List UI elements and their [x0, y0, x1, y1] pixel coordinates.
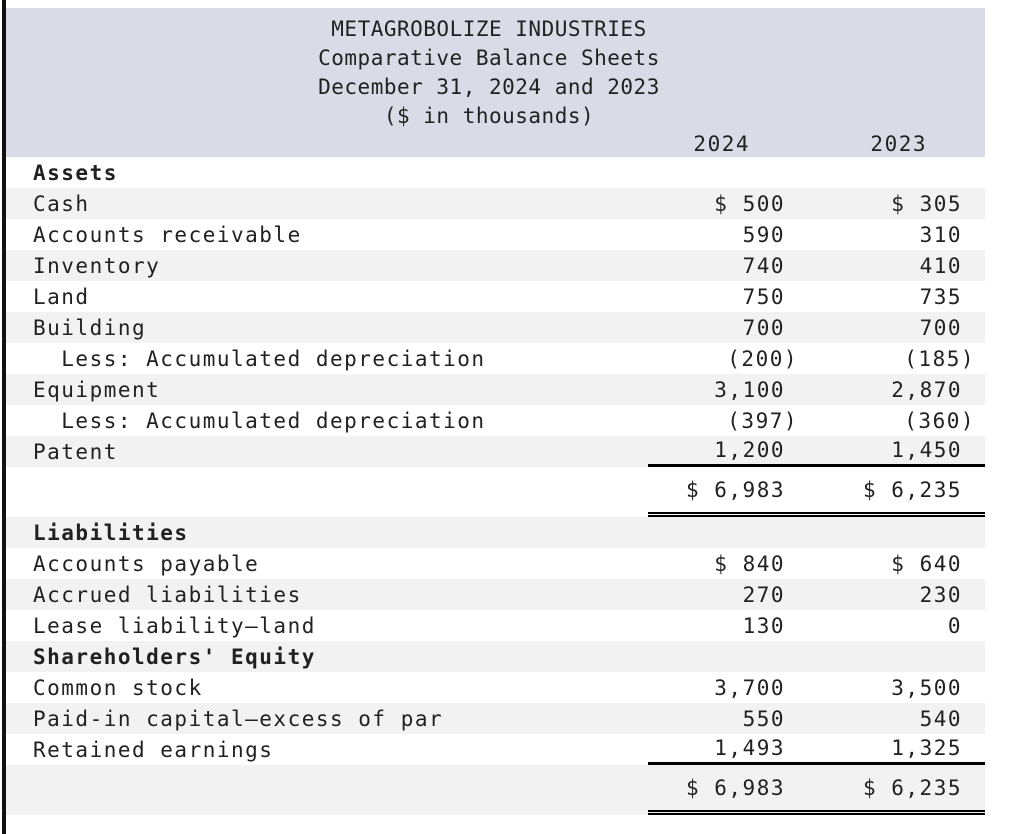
value-2024: $ 840 — [714, 551, 785, 576]
value-2023: 2,870 — [891, 377, 962, 402]
column-header-2023: 2023 — [870, 132, 927, 156]
table-row: Shareholders' Equity — [6, 641, 985, 672]
table-row: Lease liability—land 130 0 — [6, 610, 985, 641]
balance-sheet: METAGROBOLIZE INDUSTRIES Comparative Bal… — [6, 0, 985, 815]
value-2024: 3,100 — [714, 377, 785, 402]
value-2024 — [648, 517, 808, 548]
value-2024: 740 — [742, 253, 785, 278]
row-label — [6, 765, 648, 815]
value-2023: 310 — [919, 222, 962, 247]
table-row: Accounts payable $ 840 $ 640 — [6, 548, 985, 579]
row-label: Inventory — [33, 253, 161, 278]
value-2023: $ 305 — [891, 191, 962, 216]
value-2024: $ 500 — [714, 191, 785, 216]
row-label: Equipment — [33, 377, 161, 402]
table-left-border — [2, 0, 6, 834]
value-2024: $ 6,983 — [648, 467, 808, 517]
column-header-spacer — [6, 133, 648, 155]
value-2024: 700 — [742, 315, 785, 340]
column-header-2024: 2024 — [693, 132, 750, 156]
table-row: $ 6,983 $ 6,235 — [6, 467, 985, 517]
row-label: Accrued liabilities — [33, 582, 302, 607]
value-2024: 270 — [742, 582, 785, 607]
row-label: Cash — [33, 191, 90, 216]
company-name: METAGROBOLIZE INDUSTRIES — [331, 17, 647, 41]
value-2023: 700 — [919, 315, 962, 340]
row-label: Patent — [33, 439, 118, 464]
value-2023: 1,450 — [808, 436, 985, 467]
value-2023 — [808, 517, 985, 548]
table-row: $ 6,983 $ 6,235 — [6, 765, 985, 815]
column-headers: 2024 2023 — [6, 133, 985, 155]
value-2023: 735 — [919, 284, 962, 309]
table-row: Equipment 3,100 2,870 — [6, 374, 985, 405]
value-2024: 550 — [742, 706, 785, 731]
value-2024: 3,700 — [714, 675, 785, 700]
table-row: Inventory 740 410 — [6, 250, 985, 281]
row-label: Shareholders' Equity — [33, 644, 316, 669]
value-2023: $ 640 — [891, 551, 962, 576]
table-row: Cash $ 500 $ 305 — [6, 188, 985, 219]
value-2024: (397) — [727, 408, 798, 433]
statement-header: METAGROBOLIZE INDUSTRIES Comparative Bal… — [6, 8, 985, 157]
table-row: Patent 1,200 1,450 — [6, 436, 985, 467]
value-2023: (185) — [904, 346, 975, 371]
value-2023: 3,500 — [891, 675, 962, 700]
row-label: Accounts receivable — [33, 222, 302, 247]
statement-title: Comparative Balance Sheets — [318, 46, 660, 70]
table-row: Common stock 3,700 3,500 — [6, 672, 985, 703]
value-2024: 590 — [742, 222, 785, 247]
row-label: Accounts payable — [33, 551, 260, 576]
table-row: Retained earnings 1,493 1,325 — [6, 734, 985, 765]
value-2024: $ 6,983 — [648, 765, 808, 815]
row-label: Retained earnings — [33, 737, 274, 762]
table-row: Accrued liabilities 270 230 — [6, 579, 985, 610]
table-row: Less: Accumulated depreciation (397) (360) — [6, 405, 985, 436]
row-label: Lease liability—land — [33, 613, 316, 638]
table-row: Less: Accumulated depreciation (200) (185) — [6, 343, 985, 374]
units-note: ($ in thousands) — [383, 104, 595, 128]
value-2023: 1,325 — [808, 734, 985, 765]
value-2024: (200) — [727, 346, 798, 371]
row-label: Land — [33, 284, 90, 309]
table-row: Paid-in capital—excess of par 550 540 — [6, 703, 985, 734]
table-row: Building 700 700 — [6, 312, 985, 343]
value-2024: 750 — [742, 284, 785, 309]
row-label: Liabilities — [33, 520, 189, 545]
balance-sheet-rows: Assets Cash $ 500 $ 305 Accounts receivable 5… — [6, 157, 985, 815]
table-row: Land 750 735 — [6, 281, 985, 312]
value-2024: 1,200 — [648, 436, 808, 467]
value-2024 — [648, 641, 808, 672]
value-2023: 230 — [919, 582, 962, 607]
row-label: Common stock — [33, 675, 203, 700]
value-2023 — [808, 157, 985, 188]
row-label: Assets — [33, 160, 118, 185]
value-2023: 540 — [919, 706, 962, 731]
value-2023: $ 6,235 — [808, 467, 985, 517]
row-label — [6, 467, 648, 517]
row-label: Paid-in capital—excess of par — [33, 706, 444, 731]
row-label: Building — [33, 315, 147, 340]
statement-period: December 31, 2024 and 2023 — [318, 75, 660, 99]
value-2023 — [808, 641, 985, 672]
value-2023: (360) — [904, 408, 975, 433]
row-label: Less: Accumulated depreciation — [33, 346, 486, 371]
table-row: Accounts receivable 590 310 — [6, 219, 985, 250]
row-label: Less: Accumulated depreciation — [33, 408, 486, 433]
value-2023: 410 — [919, 253, 962, 278]
table-row: Liabilities — [6, 517, 985, 548]
value-2024: 1,493 — [648, 734, 808, 765]
value-2023: 0 — [947, 613, 962, 638]
table-row: Assets — [6, 157, 985, 188]
value-2024: 130 — [742, 613, 785, 638]
value-2024 — [648, 157, 808, 188]
value-2023: $ 6,235 — [808, 765, 985, 815]
